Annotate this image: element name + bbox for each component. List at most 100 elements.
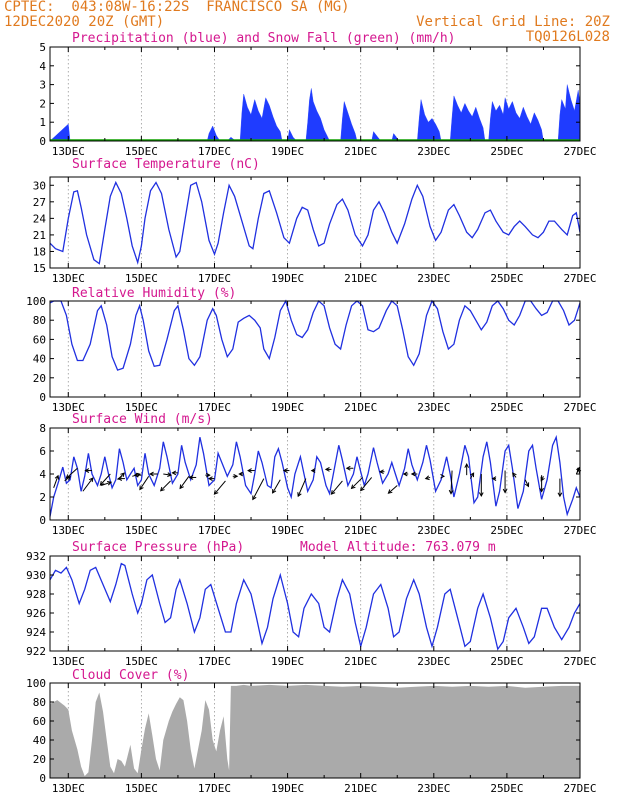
x-tick-label: 23DEC: [417, 272, 450, 285]
wind-arrow: [101, 481, 113, 486]
y-tick-label: 924: [26, 626, 46, 639]
x-tick-label: 17DEC: [198, 655, 231, 668]
x-tick-label: 19DEC: [271, 782, 304, 795]
wind-arrow: [345, 465, 354, 471]
wind-arrow: [82, 477, 94, 492]
panel-pressure: 922 924 926 928 930 932 13DEC 15DEC 17DEC 19DEC 21…: [26, 540, 596, 668]
x-tick-label: 15DEC: [125, 145, 158, 158]
wind-arrow: [464, 463, 470, 476]
y-tick-label: 21: [33, 229, 46, 242]
wind-arrow: [117, 476, 125, 481]
panel-frame: [49, 300, 581, 398]
wind-arrow: [65, 467, 78, 479]
wind-arrow: [410, 471, 418, 477]
wind-arrow: [424, 475, 431, 481]
wind-arrow: [179, 476, 190, 490]
pressure-series-line: [49, 562, 581, 651]
x-tick-label: 23DEC: [417, 782, 450, 795]
y-tick-label: 8: [39, 422, 46, 435]
y-tick-label: 30: [33, 179, 46, 192]
x-tick-label: 21DEC: [344, 401, 377, 414]
y-tick-label: 27: [33, 196, 46, 209]
y-tick-label: 80: [33, 696, 46, 709]
wind-arrow: [205, 472, 211, 478]
x-tick-label: 23DEC: [417, 401, 450, 414]
y-tick-label: 0: [39, 391, 46, 404]
x-tick-label: 15DEC: [125, 272, 158, 285]
wind-arrow: [378, 469, 385, 475]
wind-arrow: [350, 477, 363, 490]
x-tick-label: 13DEC: [52, 272, 85, 285]
y-tick-label: 20: [33, 753, 46, 766]
x-tick-label: 19DEC: [271, 401, 304, 414]
x-tick-label: 23DEC: [417, 145, 450, 158]
x-tick-label: 13DEC: [52, 782, 85, 795]
wind-arrow: [540, 476, 545, 482]
y-tick-label: 932: [26, 550, 46, 563]
x-tick-label: 27DEC: [563, 145, 596, 158]
wind-arrow: [232, 473, 239, 479]
wind-arrow: [207, 476, 215, 481]
wind-arrow: [512, 472, 517, 478]
y-tick-label: 18: [33, 245, 46, 258]
wind-arrow: [282, 468, 290, 473]
model-altitude-annotation: Model Altitude: 763.079 m: [300, 540, 496, 555]
wind-arrow: [524, 479, 530, 488]
x-tick-label: 25DEC: [490, 524, 523, 537]
panel-frame: [49, 682, 581, 779]
wind-arrow: [402, 471, 409, 477]
x-tick-label: 25DEC: [490, 655, 523, 668]
x-tick-label: 25DEC: [490, 272, 523, 285]
y-tick-label: 0: [39, 772, 46, 785]
x-tick-label: 25DEC: [490, 145, 523, 158]
panel-frame: [49, 46, 581, 142]
wind-arrow: [133, 472, 142, 478]
x-tick-label: 21DEC: [344, 145, 377, 158]
x-tick-label: 15DEC: [125, 655, 158, 668]
panel-title: Cloud Cover (%): [72, 668, 189, 683]
wind-arrow: [324, 467, 332, 472]
panel-frame: [49, 427, 581, 521]
y-tick-label: 0: [39, 514, 46, 527]
y-tick-label: 930: [26, 569, 46, 582]
cloud-cover-area: [50, 684, 580, 778]
x-tick-label: 19DEC: [271, 655, 304, 668]
panel-temp: 15 18 21 24 27 30 13DEC 15DEC 17DEC 19DEC 21DEC 23D…: [33, 157, 597, 285]
y-tick-label: 24: [33, 212, 47, 225]
wind-arrow: [491, 476, 497, 481]
temp-series-line: [49, 180, 581, 265]
wind-arrow: [387, 485, 398, 494]
x-tick-label: 13DEC: [52, 524, 85, 537]
panel-wind: 0 2 4 6 8 13DEC 15DEC 17DEC 19DEC 21DEC 23DEC 25DEC…: [39, 412, 596, 537]
x-tick-label: 17DEC: [198, 524, 231, 537]
x-tick-label: 25DEC: [490, 782, 523, 795]
y-tick-label: 15: [33, 262, 46, 275]
y-tick-label: 926: [26, 607, 46, 620]
x-tick-label: 17DEC: [198, 272, 231, 285]
y-tick-label: 100: [26, 677, 46, 690]
wind-arrow: [469, 472, 475, 479]
wind-series-line: [49, 434, 581, 517]
x-tick-label: 19DEC: [271, 145, 304, 158]
y-tick-label: 5: [39, 41, 46, 54]
x-tick-label: 17DEC: [198, 401, 231, 414]
x-tick-label: 13DEC: [52, 145, 85, 158]
wind-arrow: [360, 477, 373, 492]
wind-arrow: [163, 472, 173, 477]
wind-arrow: [557, 478, 563, 498]
x-tick-label: 23DEC: [417, 655, 450, 668]
wind-arrow: [99, 473, 111, 486]
y-tick-label: 4: [39, 468, 46, 481]
wind-arrow: [502, 470, 508, 494]
wind-arrow: [440, 473, 446, 479]
y-tick-label: 2: [39, 97, 46, 110]
rh-series-line: [49, 299, 581, 371]
x-tick-label: 17DEC: [198, 782, 231, 795]
wind-arrow: [448, 470, 454, 495]
wind-arrow: [84, 468, 93, 473]
x-tick-label: 15DEC: [125, 782, 158, 795]
y-tick-label: 100: [26, 295, 46, 308]
panel-title: Surface Wind (m/s): [72, 412, 213, 427]
y-tick-label: 6: [39, 445, 46, 458]
header-station: CPTEC: 043:08W-16:22S FRANCISCO SA (MG): [4, 0, 350, 15]
